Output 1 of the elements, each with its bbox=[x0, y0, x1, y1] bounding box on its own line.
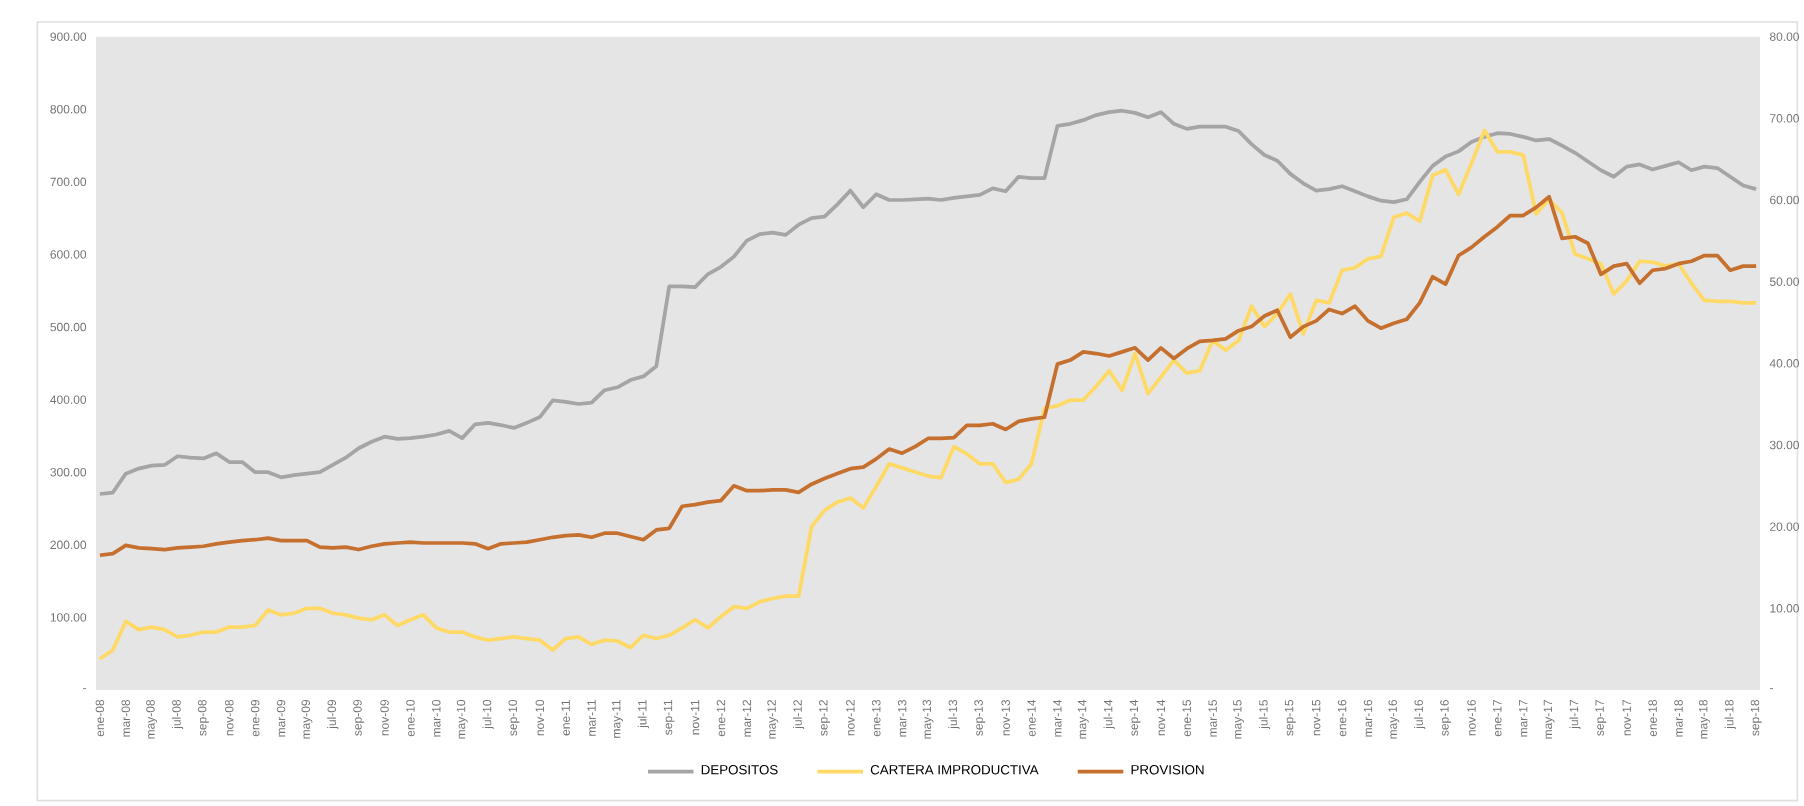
line-series bbox=[98, 128, 1759, 661]
